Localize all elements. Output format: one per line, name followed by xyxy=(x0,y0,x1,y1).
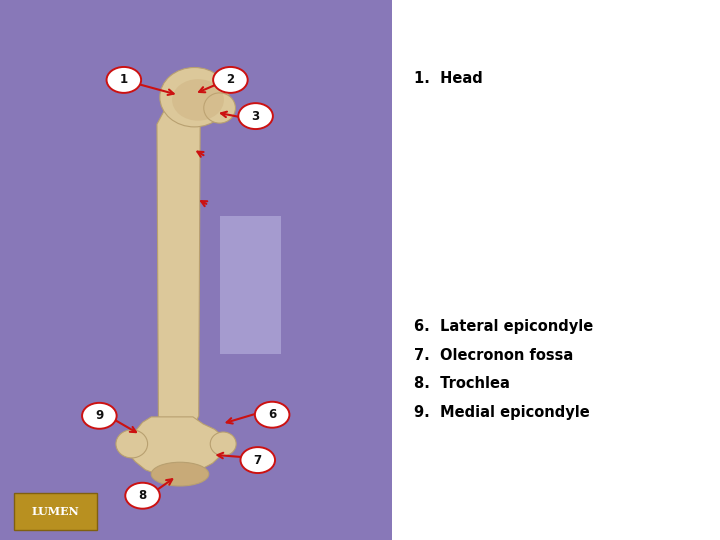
Circle shape xyxy=(125,483,160,509)
Text: 3: 3 xyxy=(251,110,260,123)
Circle shape xyxy=(255,402,289,428)
Text: 9.  Medial epicondyle: 9. Medial epicondyle xyxy=(414,405,590,420)
Circle shape xyxy=(107,67,141,93)
Circle shape xyxy=(213,67,248,93)
Polygon shape xyxy=(128,417,227,476)
Circle shape xyxy=(240,447,275,473)
Circle shape xyxy=(82,403,117,429)
Ellipse shape xyxy=(172,79,224,121)
Text: 2: 2 xyxy=(226,73,235,86)
Text: 7.  Olecronon fossa: 7. Olecronon fossa xyxy=(414,348,573,363)
Ellipse shape xyxy=(151,462,209,486)
Ellipse shape xyxy=(204,93,235,123)
FancyBboxPatch shape xyxy=(0,0,392,540)
Circle shape xyxy=(238,103,273,129)
Ellipse shape xyxy=(160,68,229,127)
FancyBboxPatch shape xyxy=(220,216,281,354)
Ellipse shape xyxy=(210,432,236,456)
Polygon shape xyxy=(157,108,200,435)
FancyBboxPatch shape xyxy=(14,493,97,530)
Text: 7: 7 xyxy=(253,454,262,467)
Text: 1: 1 xyxy=(120,73,128,86)
Text: 8.  Trochlea: 8. Trochlea xyxy=(414,376,510,392)
Text: 6.  Lateral epicondyle: 6. Lateral epicondyle xyxy=(414,319,593,334)
Text: LUMEN: LUMEN xyxy=(32,506,79,517)
Text: 9: 9 xyxy=(95,409,104,422)
Ellipse shape xyxy=(116,430,148,458)
Text: 8: 8 xyxy=(138,489,147,502)
Text: 6: 6 xyxy=(268,408,276,421)
Text: 1.  Head: 1. Head xyxy=(414,71,482,86)
